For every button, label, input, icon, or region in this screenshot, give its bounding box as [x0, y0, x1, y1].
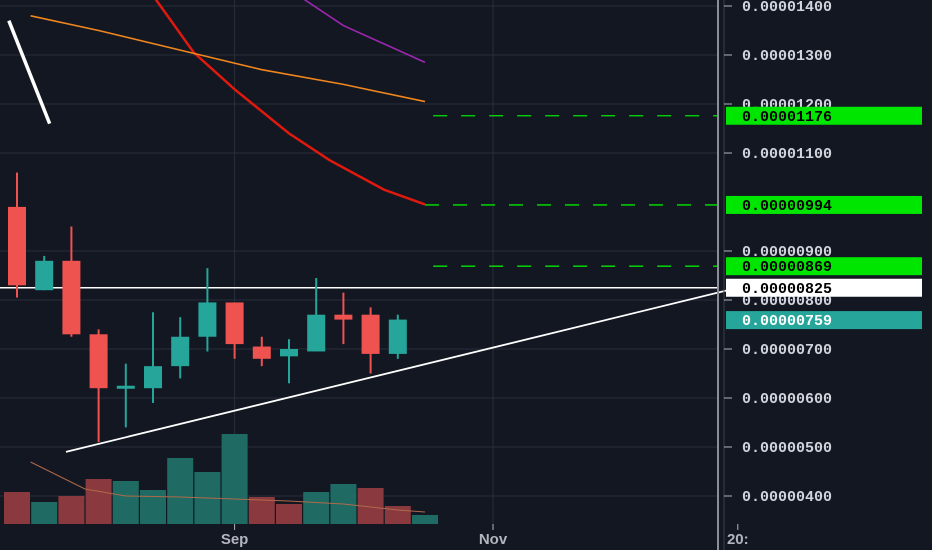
axis-tick-label: 0.00001100: [742, 146, 832, 163]
candle-body[interactable]: [334, 314, 353, 320]
candle-body[interactable]: [62, 260, 81, 335]
time-tick-label: Nov: [479, 531, 508, 548]
volume-ma-line: [30, 461, 426, 513]
time-tick-label: 20:: [727, 531, 749, 548]
moving-average-line: [303, 0, 426, 64]
volume-bar: [276, 504, 302, 524]
volume-bar: [4, 492, 30, 524]
candle-body[interactable]: [280, 349, 298, 357]
moving-average-line: [30, 15, 426, 103]
price-label-box: [726, 257, 922, 276]
volume-moving-average: [30, 461, 426, 513]
trend-drawings[interactable]: [7, 20, 739, 453]
price-label-box: [726, 106, 922, 125]
price-label-box: [726, 195, 922, 214]
candle-body[interactable]: [89, 334, 108, 389]
volume-bar: [58, 496, 85, 524]
price-axis[interactable]: 0.000014000.000013000.000012000.00001100…: [717, 0, 922, 550]
price-label-box: [726, 311, 922, 330]
candle-body[interactable]: [35, 260, 54, 291]
volume-bar: [221, 434, 248, 524]
drawn-trendline[interactable]: [7, 20, 52, 125]
axis-tick-label: 0.00000900: [742, 244, 832, 261]
time-tick-label: Sep: [221, 531, 249, 548]
axis-tick-label: 0.00000500: [742, 440, 832, 457]
volume-bar: [248, 497, 275, 524]
support-trendline[interactable]: [65, 286, 739, 453]
volume-bar: [112, 481, 139, 524]
volume-bar: [412, 515, 438, 524]
time-axis[interactable]: Sep Nov 20:: [221, 524, 749, 548]
axis-tick-label: 0.00000400: [742, 489, 832, 506]
candle-body[interactable]: [171, 336, 190, 367]
axis-tick-label: 0.00000700: [742, 342, 832, 359]
price-label-text: 0.00000759: [742, 313, 832, 330]
candle-body[interactable]: [144, 366, 162, 389]
axis-tick-label: 0.00001300: [742, 48, 832, 65]
moving-averages: [30, 0, 426, 206]
candlesticks[interactable]: [8, 172, 407, 443]
candle-body[interactable]: [198, 302, 217, 337]
price-label-text: 0.00000825: [742, 281, 832, 298]
volume-bar: [303, 492, 330, 524]
price-label-text: 0.00000869: [742, 259, 832, 276]
volume-histogram: [4, 434, 438, 524]
price-label-box: [726, 278, 922, 297]
axis-tick-label: 0.00001400: [742, 0, 832, 16]
volume-bar: [140, 490, 166, 524]
price-label-text: 0.00001176: [742, 109, 832, 126]
candle-body[interactable]: [116, 385, 135, 389]
candle-body[interactable]: [388, 319, 407, 354]
horizontal-levels: [0, 115, 718, 289]
axis-tick-label: 0.00000800: [742, 293, 832, 310]
price-label-text: 0.00000994: [742, 198, 832, 215]
candle-body[interactable]: [307, 314, 326, 352]
volume-bar: [31, 502, 58, 524]
axis-tick-label: 0.00000600: [742, 391, 832, 408]
volume-bar: [85, 479, 112, 524]
candle-body[interactable]: [252, 346, 271, 359]
candle-body[interactable]: [8, 206, 26, 286]
candle-body[interactable]: [361, 314, 380, 354]
volume-bar: [167, 458, 194, 524]
candle-body[interactable]: [225, 302, 244, 345]
